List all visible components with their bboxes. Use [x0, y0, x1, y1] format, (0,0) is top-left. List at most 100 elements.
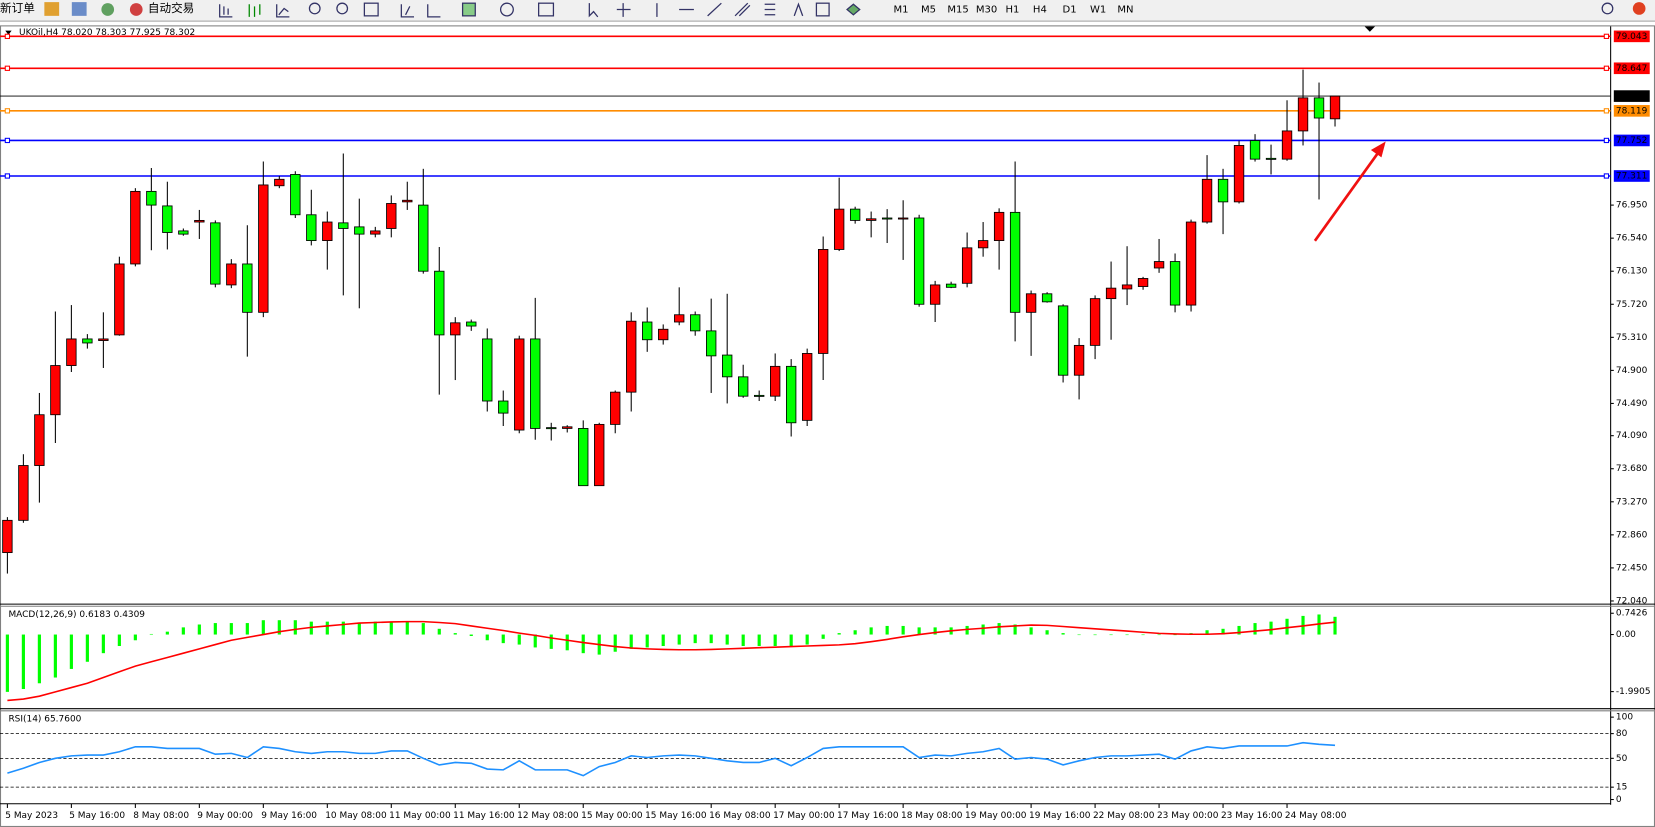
icon[interactable]: [588, 3, 599, 18]
x-tick-label: 19 May 00:00: [965, 811, 1027, 821]
indicator-line: [7, 620, 1336, 702]
candle-body: [1249, 140, 1261, 160]
histogram-bar: [69, 634, 73, 669]
macd-title: MACD(12,26,9) 0.6183 0.4309: [8, 610, 145, 620]
histogram-bar: [501, 634, 505, 644]
icon[interactable]: [538, 2, 555, 17]
timeframe-button[interactable]: M15: [947, 5, 968, 16]
icon[interactable]: [815, 2, 830, 17]
x-tick-label: 11 May 00:00: [389, 811, 451, 821]
histogram-bar: [85, 634, 89, 662]
icon[interactable]: [308, 2, 321, 15]
candle-body: [1313, 97, 1325, 119]
candle-body: [817, 249, 829, 354]
level-label-bg: [1613, 62, 1650, 75]
indicator-line: [7, 741, 1336, 777]
level-label: 77.311: [1616, 171, 1647, 181]
candle-body: [626, 320, 637, 393]
icon[interactable]: [499, 2, 514, 17]
histogram-bar: [197, 624, 201, 635]
y-tick-label: 75.720: [1616, 300, 1648, 310]
histogram-bar: [1109, 634, 1113, 636]
y-tick-label: 73.680: [1616, 464, 1648, 474]
histogram-bar: [293, 620, 297, 635]
candle-body: [546, 427, 557, 430]
candle-body: [1121, 284, 1133, 290]
auto-trading-button[interactable]: 自动交易: [148, 1, 194, 15]
histogram-bar: [341, 621, 345, 635]
candle-body: [370, 230, 381, 235]
icon[interactable]: [846, 3, 861, 16]
candle-body: [178, 230, 189, 235]
candle-body: [2, 519, 13, 554]
icon[interactable]: [219, 4, 233, 18]
candle-body: [770, 365, 781, 397]
candle-body: [514, 338, 525, 431]
timeframe-button[interactable]: H4: [1033, 5, 1047, 16]
histogram-bar: [133, 634, 137, 641]
icon[interactable]: [616, 3, 631, 17]
candle-body: [98, 338, 109, 341]
candle-body: [466, 321, 477, 327]
histogram-bar: [837, 633, 841, 635]
candle-body: [290, 174, 301, 216]
histogram-bar: [181, 627, 185, 635]
timeframe-button[interactable]: M30: [976, 5, 997, 16]
y-tick-label: 0.7426: [1616, 609, 1648, 619]
histogram-bar: [565, 634, 569, 651]
candle-body: [1025, 293, 1037, 313]
icon[interactable]: [129, 3, 143, 16]
level-handle: [4, 33, 11, 39]
histogram-bar: [1029, 627, 1033, 635]
icon[interactable]: [276, 4, 290, 18]
x-tick-label: 18 May 08:00: [901, 811, 963, 821]
icon[interactable]: [400, 4, 415, 18]
histogram-bar: [917, 627, 921, 635]
timeframe-button[interactable]: M5: [921, 5, 936, 16]
y-tick-label: 74.490: [1616, 399, 1648, 409]
histogram-bar: [1013, 624, 1017, 635]
level-label: 78.119: [1616, 106, 1648, 116]
icon[interactable]: [363, 2, 379, 17]
icon[interactable]: [248, 4, 261, 17]
histogram-bar: [165, 631, 169, 635]
new-order-button[interactable]: 新订单: [0, 1, 35, 15]
histogram-bar: [277, 620, 281, 635]
level-handle: [1603, 108, 1610, 114]
icon[interactable]: [461, 2, 476, 17]
histogram-bar: [1237, 625, 1241, 635]
icon[interactable]: [734, 2, 751, 17]
candle-body: [849, 208, 861, 221]
y-tick-label: 72.860: [1616, 530, 1648, 540]
chart-title: UKOil,H4 78.020 78.303 77.925 78.302: [19, 28, 195, 38]
timeframe-button[interactable]: W1: [1090, 5, 1106, 16]
timeframe-button[interactable]: M1: [894, 5, 909, 16]
icon[interactable]: [1601, 2, 1614, 15]
icon[interactable]: [336, 2, 349, 15]
icon[interactable]: [1632, 2, 1646, 15]
histogram-bar: [821, 634, 825, 639]
candle-body: [945, 283, 957, 288]
timeframe-button[interactable]: D1: [1062, 5, 1076, 16]
x-tick-label: 9 May 16:00: [261, 811, 317, 821]
icon[interactable]: [427, 4, 441, 18]
icon[interactable]: [793, 2, 804, 17]
x-tick-label: 24 May 08:00: [1285, 811, 1347, 821]
icon[interactable]: [707, 2, 722, 17]
candle-body: [1137, 278, 1149, 287]
histogram-bar: [1125, 634, 1129, 636]
candle-body: [929, 284, 941, 305]
histogram-bar: [1205, 630, 1209, 635]
level-handle: [4, 137, 11, 144]
timeframe-button[interactable]: MN: [1117, 5, 1133, 16]
timeframe-button[interactable]: H1: [1005, 5, 1019, 16]
histogram-bar: [1061, 633, 1065, 635]
candle-body: [785, 365, 797, 424]
histogram-bar: [629, 634, 633, 649]
candle-body: [722, 354, 733, 378]
icon[interactable]: [764, 3, 776, 16]
histogram-bar: [709, 634, 713, 644]
icon: [101, 3, 115, 16]
y-tick-label: 75.310: [1616, 333, 1648, 343]
candle-body: [754, 394, 765, 397]
